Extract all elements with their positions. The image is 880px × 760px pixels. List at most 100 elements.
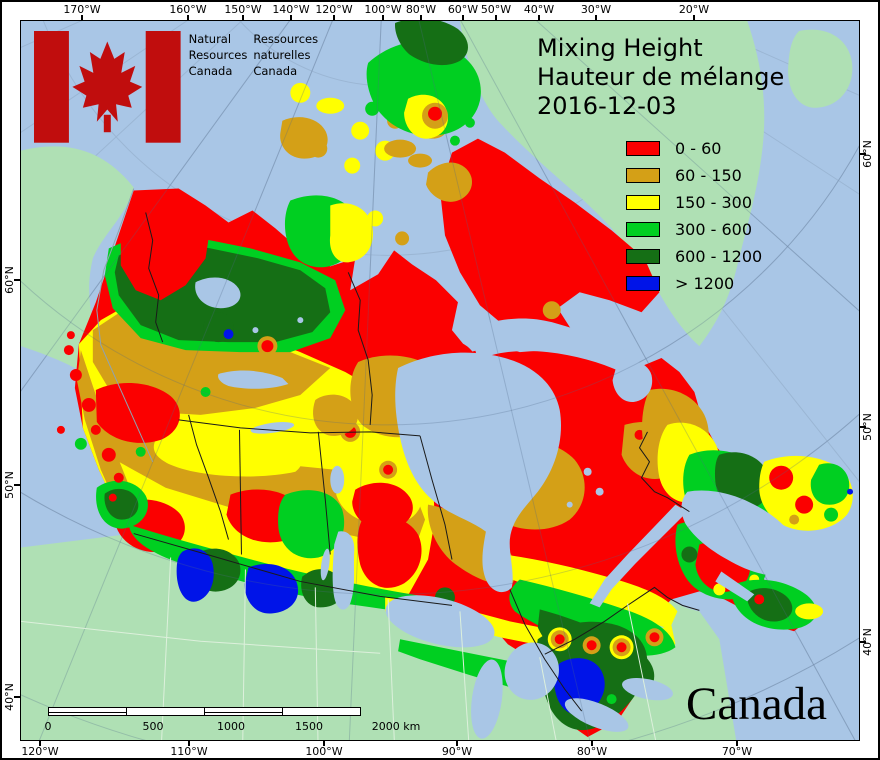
scale-label: 0	[44, 720, 52, 733]
alaska-border	[96, 188, 154, 462]
tick-mark	[495, 15, 497, 21]
tick-mark	[462, 15, 464, 21]
red-dot-rings-south	[547, 627, 664, 660]
legend-swatch	[626, 141, 660, 156]
alaska	[21, 146, 153, 472]
great-bear-lake	[195, 277, 241, 309]
tick-mark	[860, 153, 866, 155]
lake-erie	[564, 698, 629, 732]
hudson-bay	[395, 352, 562, 593]
legend-row: 300 - 600	[626, 216, 762, 243]
greenland	[459, 21, 765, 347]
tick-mark	[81, 15, 83, 21]
tick-mark	[188, 740, 190, 746]
legend-row: 600 - 1200	[626, 243, 762, 270]
borders	[133, 212, 700, 712]
tick-mark	[456, 740, 458, 746]
gulf-st-lawrence	[681, 490, 802, 576]
tick-mark	[420, 15, 422, 21]
legend-label: > 1200	[675, 274, 735, 293]
water-bodies	[195, 277, 802, 739]
tick-mark	[14, 279, 20, 281]
tick-mark	[333, 15, 335, 21]
axis-label-bottom: 70°W	[721, 745, 753, 758]
canada-wordmark: Canada	[686, 678, 859, 737]
tick-mark	[860, 641, 866, 643]
axis-label-top: 170°W	[63, 3, 101, 16]
legend-label: 600 - 1200	[675, 247, 763, 266]
title-en: Mixing Height	[537, 34, 703, 62]
bay-of-fundy	[715, 571, 755, 602]
axis-label-bottom: 90°W	[441, 745, 473, 758]
yukon-red	[120, 198, 211, 301]
wordmark-text: Canada	[686, 678, 827, 730]
scale-label: 500	[142, 720, 164, 733]
tick-mark	[538, 15, 540, 21]
ellesmere-island	[366, 41, 481, 136]
tick-mark	[14, 696, 20, 698]
scale-bar-graphic	[48, 707, 361, 716]
scale-label: 1000	[217, 720, 245, 733]
legend-row: 60 - 150	[626, 162, 762, 189]
title-date: 2016-12-03	[537, 92, 677, 120]
axis-label-bottom: 120°W	[21, 745, 59, 758]
axis-label-bottom: 100°W	[305, 745, 343, 758]
legend-swatch	[626, 222, 660, 237]
legend-swatch	[626, 276, 660, 291]
axis-label-top: 80°W	[405, 3, 437, 16]
nrcan-title-en: Natural Resources Canada	[188, 32, 248, 78]
arctic-islands	[280, 21, 561, 320]
axis-label-top: 50°W	[480, 3, 512, 16]
tick-mark	[14, 484, 20, 486]
lake-ontario	[622, 677, 673, 701]
axis-label-top: 60°W	[447, 3, 479, 16]
legend-label: 0 - 60	[675, 139, 722, 158]
scale-bar: 0 500 1000 1500 2000 km	[44, 707, 420, 733]
graticule-overlay	[21, 21, 859, 740]
tick-mark	[860, 426, 866, 428]
iceland	[788, 29, 853, 108]
legend-swatch	[626, 168, 660, 183]
tick-mark	[591, 740, 593, 746]
axis-label-top: 20°W	[678, 3, 710, 16]
legend-label: 300 - 600	[675, 220, 753, 239]
tick-mark	[595, 15, 597, 21]
axis-label-top: 150°W	[224, 3, 262, 16]
hudson-strait	[469, 318, 628, 373]
axis-label-top: 40°W	[523, 3, 555, 16]
canada-map-svg	[21, 21, 859, 740]
great-slave-lake	[218, 370, 289, 389]
map-image: Natural Resources Canada Ressources natur…	[20, 20, 860, 741]
nrcan-signature: Natural Resources Canada Ressources natur…	[34, 31, 320, 143]
reindeer-lake	[330, 465, 345, 494]
legend-label: 60 - 150	[675, 166, 742, 185]
axis-label-bottom: 110°W	[170, 745, 208, 758]
st-lawrence-river	[589, 504, 688, 608]
tick-mark	[382, 15, 384, 21]
lake-michigan	[471, 659, 503, 739]
map-title: Mixing Height Hauteur de mélange 2016-12…	[537, 34, 784, 121]
nrcan-title-fr: Ressources naturelles Canada	[253, 32, 319, 78]
axis-label-top: 100°W	[364, 3, 402, 16]
baffin-island	[440, 138, 660, 346]
tick-mark	[736, 740, 738, 746]
tick-mark	[39, 740, 41, 746]
legend-row: 150 - 300	[626, 189, 762, 216]
title-fr: Hauteur de mélange	[537, 63, 785, 91]
newfoundland	[759, 455, 854, 531]
lake-superior	[385, 595, 495, 648]
baffin-north-orange	[426, 162, 473, 202]
axis-label-bottom: 80°W	[576, 745, 608, 758]
scale-label: 1500	[295, 720, 323, 733]
wordmark-flag-icon	[826, 693, 860, 741]
axis-label-top: 140°W	[272, 3, 310, 16]
tick-mark	[693, 15, 695, 21]
axis-label-top: 120°W	[315, 3, 353, 16]
axis-label-top: 160°W	[169, 3, 207, 16]
tick-mark	[187, 15, 189, 21]
legend: 0 - 60 60 - 150 150 - 300 300 - 600 600 …	[626, 135, 762, 297]
mixing-height-zones-west	[56, 198, 473, 618]
legend-swatch	[626, 249, 660, 264]
scale-label-end: 2000 km	[371, 720, 421, 733]
